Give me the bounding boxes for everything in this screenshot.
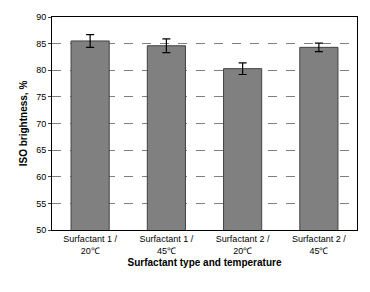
svg-text:Surfactant 2 /20℃: Surfactant 2 /20℃ [216,234,270,256]
svg-text:60: 60 [36,172,46,182]
svg-text:50: 50 [36,225,46,235]
svg-text:80: 80 [36,65,46,75]
svg-text:55: 55 [36,199,46,209]
svg-text:75: 75 [36,92,46,102]
svg-text:ISO brightness, %: ISO brightness, % [18,81,29,167]
svg-text:Surfactant 1 /20℃: Surfactant 1 /20℃ [63,234,117,256]
svg-text:Surfactant 1 /45℃: Surfactant 1 /45℃ [140,234,194,256]
svg-text:70: 70 [36,119,46,129]
svg-text:Surfactant 2 /45℃: Surfactant 2 /45℃ [292,234,346,256]
svg-text:85: 85 [36,39,46,49]
svg-text:65: 65 [36,145,46,155]
svg-text:90: 90 [36,12,46,22]
svg-text:Surfactant type and temperatur: Surfactant type and temperature [128,257,282,268]
